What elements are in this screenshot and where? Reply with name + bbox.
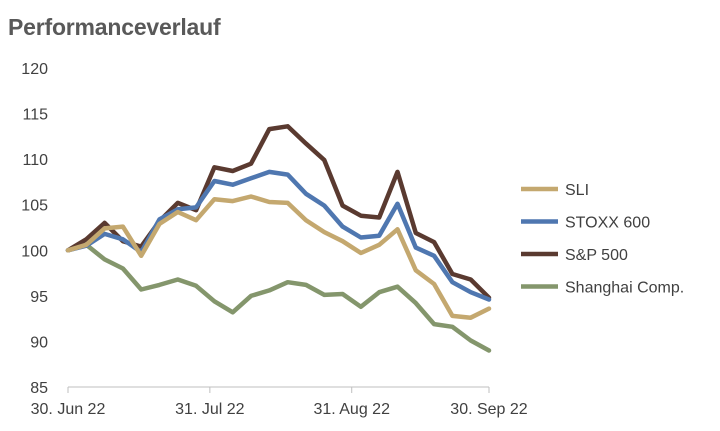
y-tick-label: 85 (30, 380, 48, 397)
series-line-shanghai-comp (65, 242, 492, 353)
series-line-sli (65, 194, 492, 320)
y-tick-label: 100 (21, 243, 48, 260)
legend-label-sli: SLI (565, 182, 589, 199)
series-layer (65, 124, 492, 353)
x-tick-label: 30. Sep 22 (450, 401, 528, 418)
y-tick-label: 90 (30, 334, 48, 351)
y-tick-label: 115 (22, 107, 48, 124)
axes: 85 90 95 100 105 110 115 120 30. Jun 22 31. Jul 2… (21, 61, 528, 418)
legend-label-s-p-500: S&P 500 (565, 247, 628, 264)
legend-label-shanghai-comp: Shanghai Comp. (565, 280, 684, 297)
x-tick-label: 31. Aug 22 (313, 401, 390, 418)
x-tick-label: 31. Jul 22 (175, 401, 244, 418)
series-line-s-p-500 (65, 124, 492, 300)
legend-label-stoxx-600: STOXX 600 (565, 215, 650, 232)
legend: SLI STOXX 600 S&P 500 Shanghai Comp. (521, 182, 684, 297)
y-tick-label: 95 (30, 289, 48, 306)
y-tick-label: 110 (22, 152, 48, 169)
x-tick-label: 30. Jun 22 (31, 401, 106, 418)
y-tick-label: 120 (21, 61, 48, 78)
y-tick-label: 105 (21, 198, 48, 215)
chart-title: Performanceverlauf (8, 14, 221, 40)
